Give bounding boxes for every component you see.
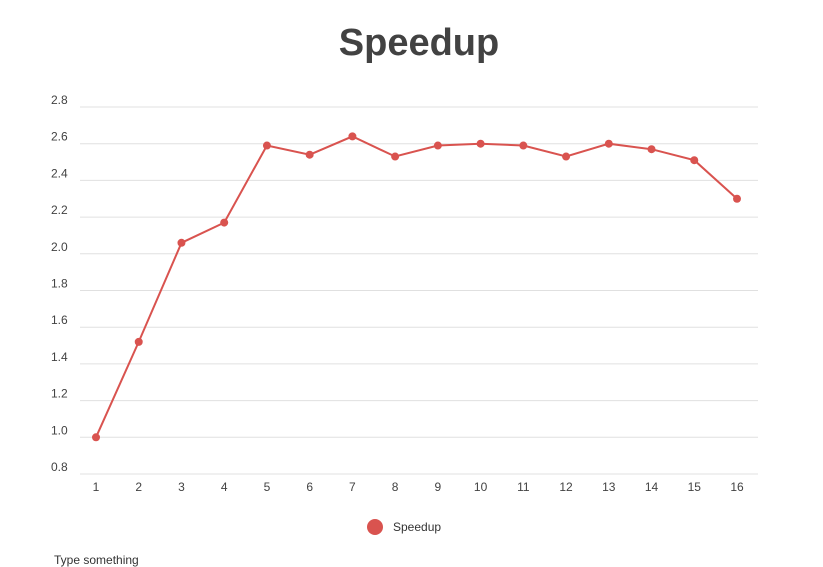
x-tick-label: 14 bbox=[645, 480, 659, 494]
x-tick-label: 13 bbox=[602, 480, 616, 494]
x-tick-label: 6 bbox=[306, 480, 313, 494]
legend: Speedup bbox=[367, 519, 441, 535]
data-point[interactable] bbox=[262, 141, 271, 150]
series-line bbox=[95, 135, 738, 438]
y-axis-ticks: 0.8 1.0 1.2 1.4 1.6 1.8 2.0 2.2 2.4 2.6 2.8 bbox=[51, 93, 68, 474]
data-point[interactable] bbox=[433, 141, 442, 150]
data-point[interactable] bbox=[562, 152, 571, 161]
data-point[interactable] bbox=[134, 337, 143, 346]
x-tick-label: 2 bbox=[135, 480, 142, 494]
y-tick-label: 1.4 bbox=[51, 350, 68, 364]
x-tick-label: 5 bbox=[264, 480, 271, 494]
gridlines bbox=[80, 106, 758, 475]
y-tick-label: 1.2 bbox=[51, 387, 68, 401]
x-tick-label: 10 bbox=[474, 480, 488, 494]
x-tick-label: 9 bbox=[435, 480, 442, 494]
y-tick-label: 2.4 bbox=[51, 166, 68, 180]
data-point[interactable] bbox=[733, 194, 741, 203]
x-tick-label: 4 bbox=[221, 480, 228, 494]
x-tick-label: 8 bbox=[392, 480, 399, 494]
x-tick-label: 16 bbox=[730, 480, 744, 494]
y-tick-label: 2.6 bbox=[51, 130, 68, 144]
chart-title: Speedup bbox=[339, 22, 499, 64]
legend-label: Speedup bbox=[393, 520, 441, 534]
series-speedup bbox=[92, 132, 741, 442]
text-input-placeholder[interactable]: Type something bbox=[54, 553, 139, 567]
x-axis-ticks: 1 2 3 4 5 6 7 8 9 10 11 12 13 14 15 16 bbox=[93, 480, 744, 494]
data-point[interactable] bbox=[519, 141, 528, 150]
y-tick-label: 2.8 bbox=[51, 93, 68, 107]
data-point[interactable] bbox=[647, 145, 656, 154]
data-point[interactable] bbox=[348, 132, 357, 141]
data-point[interactable] bbox=[391, 152, 400, 161]
x-tick-label: 11 bbox=[517, 480, 530, 494]
y-tick-label: 2.2 bbox=[51, 203, 68, 217]
y-tick-label: 0.8 bbox=[51, 460, 68, 474]
data-point[interactable] bbox=[220, 218, 229, 227]
y-tick-label: 1.0 bbox=[51, 423, 68, 437]
y-tick-label: 2.0 bbox=[51, 240, 68, 254]
data-point[interactable] bbox=[476, 139, 485, 148]
data-point[interactable] bbox=[305, 150, 314, 159]
x-tick-label: 15 bbox=[688, 480, 702, 494]
data-point[interactable] bbox=[604, 139, 613, 148]
y-tick-label: 1.6 bbox=[51, 313, 68, 327]
data-point[interactable] bbox=[690, 156, 699, 165]
legend-marker bbox=[367, 519, 383, 535]
x-tick-label: 1 bbox=[93, 480, 100, 494]
x-tick-label: 3 bbox=[178, 480, 185, 494]
y-tick-label: 1.8 bbox=[51, 277, 68, 291]
data-point[interactable] bbox=[177, 238, 186, 247]
x-tick-label: 7 bbox=[349, 480, 356, 494]
data-point[interactable] bbox=[92, 433, 100, 442]
x-tick-label: 12 bbox=[559, 480, 573, 494]
